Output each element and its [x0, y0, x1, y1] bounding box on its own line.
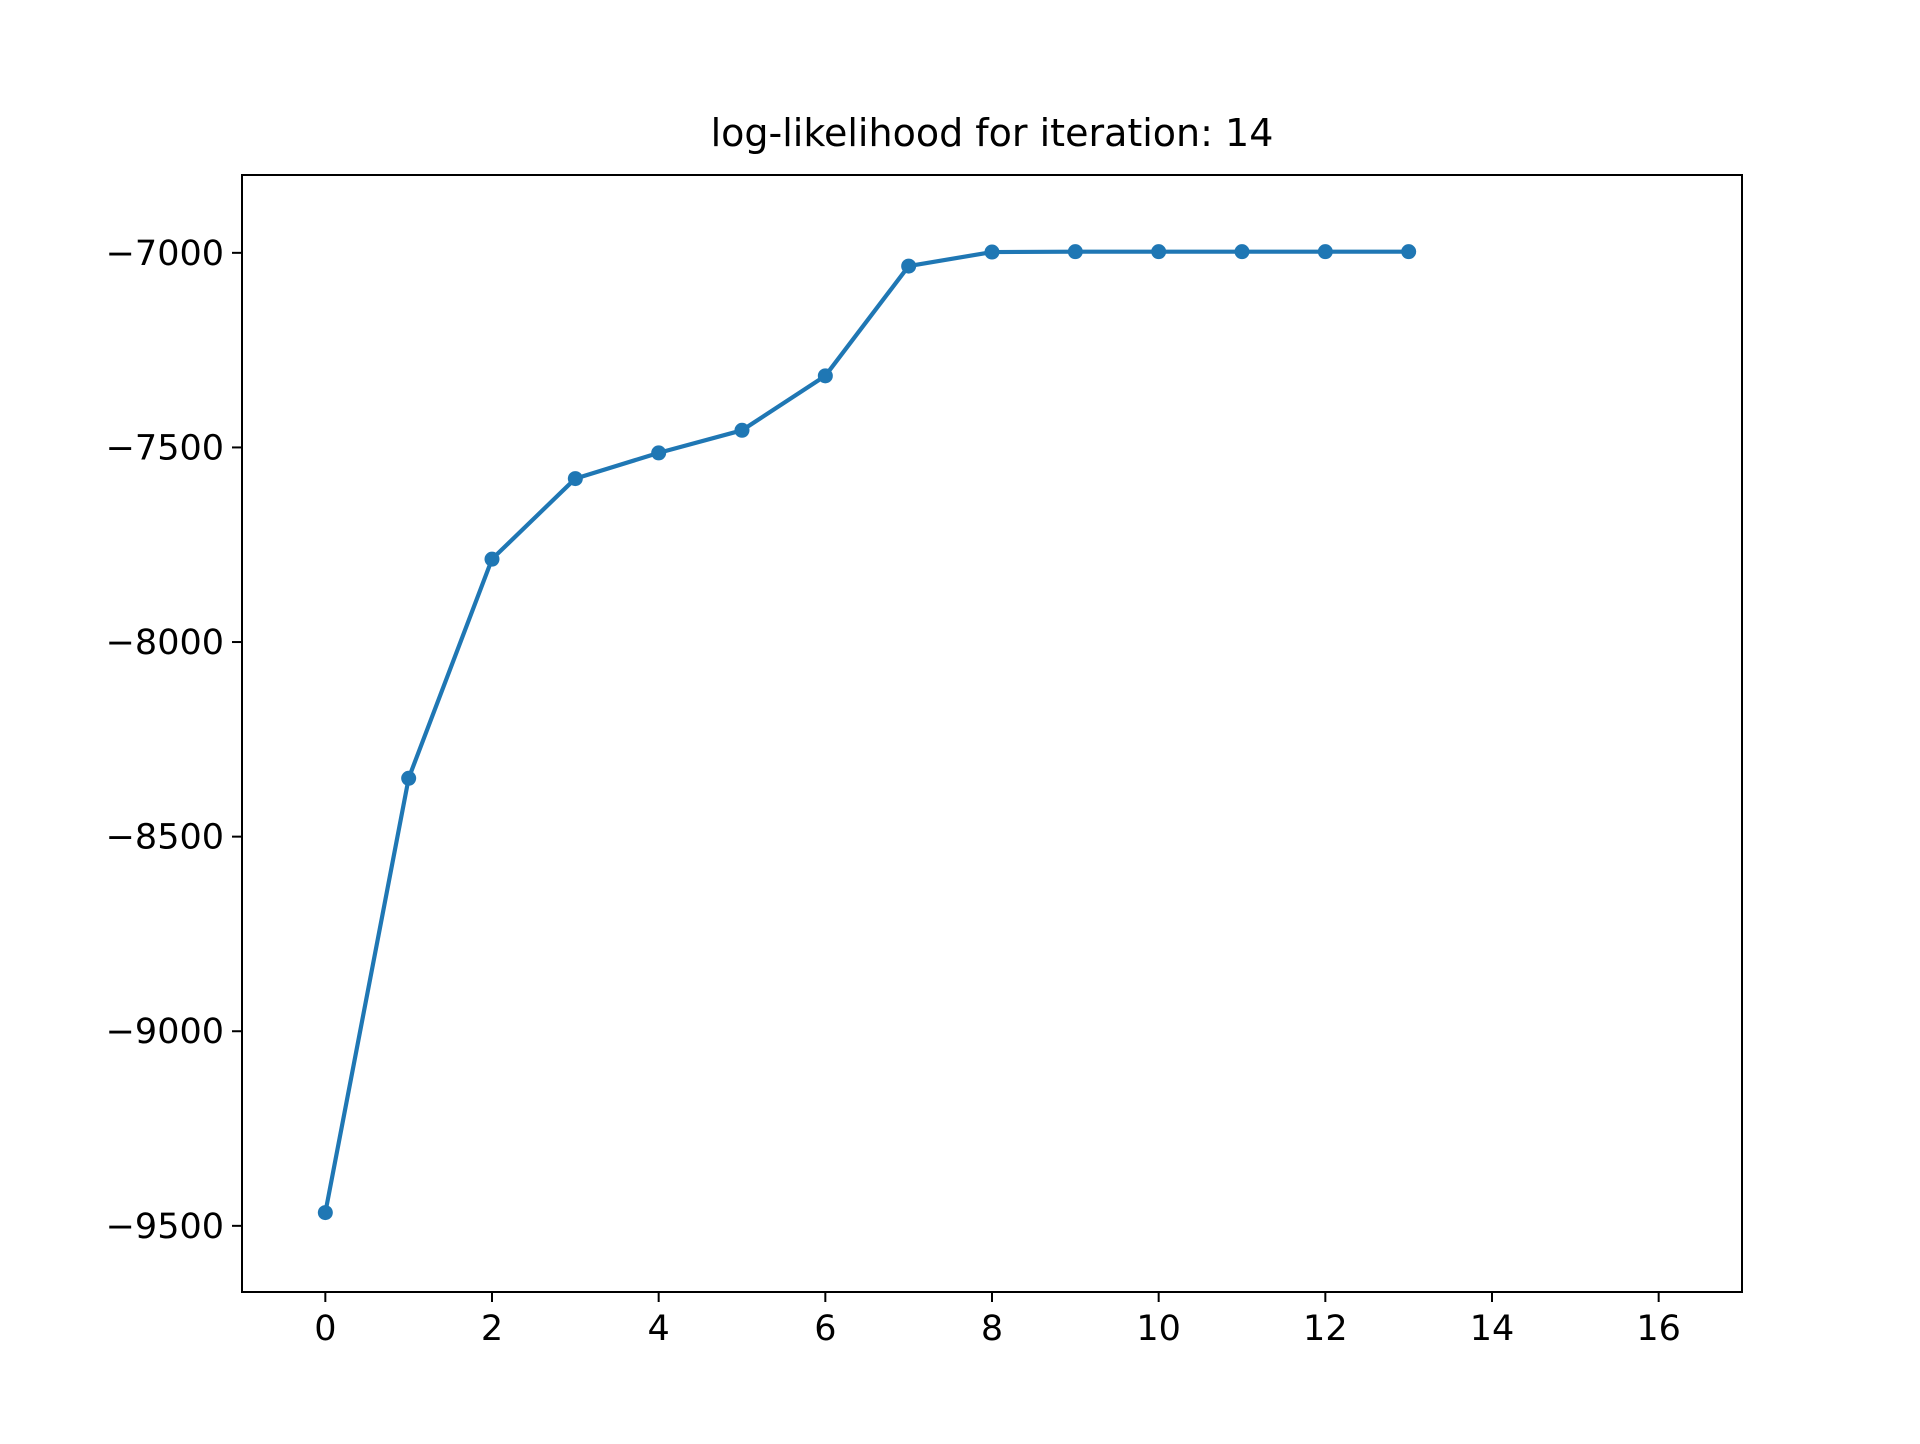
data-point-9 — [1067, 244, 1083, 260]
data-point-7 — [901, 258, 917, 274]
y-tick-label: −9000 — [106, 1012, 224, 1052]
x-tick-label: 12 — [1303, 1309, 1348, 1349]
data-point-1 — [401, 770, 417, 786]
x-tick-label: 0 — [314, 1309, 336, 1349]
y-tick-label: −7000 — [106, 234, 224, 274]
series-line — [322, 249, 1411, 1216]
data-point-13 — [1401, 244, 1417, 260]
y-tick-label: −8500 — [106, 818, 224, 858]
y-tick-label: −9500 — [106, 1207, 224, 1247]
data-point-10 — [1151, 244, 1167, 260]
data-point-12 — [1317, 244, 1333, 260]
x-tick-label: 2 — [481, 1309, 503, 1349]
x-tick-label: 10 — [1136, 1309, 1181, 1349]
x-tick-label: 14 — [1470, 1309, 1515, 1349]
data-point-6 — [817, 368, 833, 384]
data-point-8 — [984, 244, 1000, 260]
data-point-2 — [484, 551, 500, 567]
data-point-4 — [651, 445, 667, 461]
y-tick-label: −7500 — [106, 428, 224, 468]
chart-title: log-likelihood for iteration: 14 — [711, 111, 1274, 155]
x-tick-label: 16 — [1636, 1309, 1681, 1349]
data-point-11 — [1234, 244, 1250, 260]
data-point-3 — [567, 471, 583, 487]
data-point-0 — [317, 1205, 333, 1221]
y-tick-label: −8000 — [106, 623, 224, 663]
data-point-5 — [734, 422, 750, 438]
plot-area — [317, 244, 1417, 1221]
x-tick-label: 8 — [981, 1309, 1003, 1349]
x-tick-label: 4 — [648, 1309, 670, 1349]
axes: 0 2 4 6 8 10 12 14 16 −7000 −7500 −8000 −8500 −9000 −9… — [106, 174, 1743, 1349]
x-tick-label: 6 — [814, 1309, 836, 1349]
